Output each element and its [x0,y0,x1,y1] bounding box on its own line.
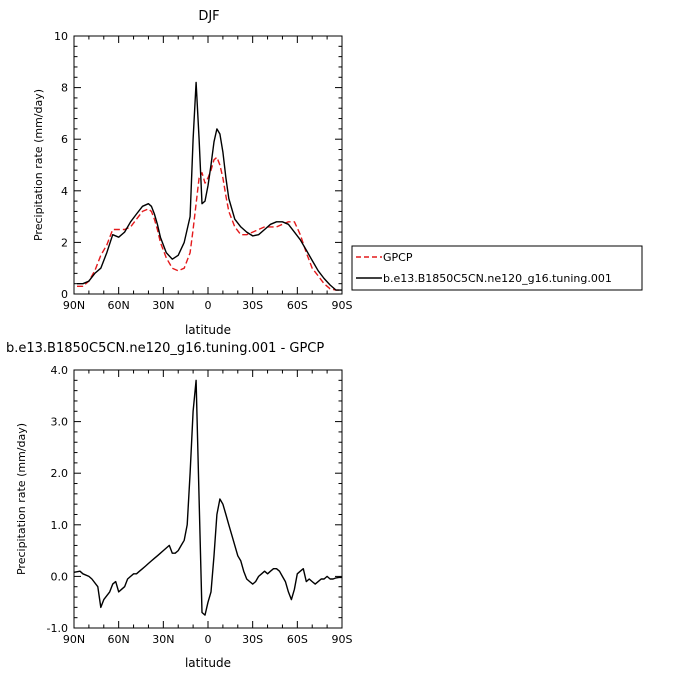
x-tick-label: 90N [63,633,85,646]
x-tick-label: 60N [108,299,130,312]
x-tick-label: 60N [108,633,130,646]
panel-2-plot-frame [73,369,343,629]
y-tick-label: 3.0 [51,416,69,429]
x-tick-label: 60S [287,299,308,312]
x-tick-label: 90S [332,633,353,646]
x-tick-label: 30S [242,633,263,646]
panel-2-series [73,379,342,616]
panel-1-series [77,81,342,291]
legend: GPCP b.e13.B1850C5CN.ne120_g16.tuning.00… [351,245,643,291]
series-line-model [77,81,342,291]
panel-1-y-axis: 0 2 4 6 8 10 [54,30,342,301]
panel-1-x-axis: 90N 60N 30N 0 30S 60S 90S [63,36,353,312]
panel-difference: b.e13.B1850C5CN.ne120_g16.tuning.001 - G… [6,341,353,670]
panel-2-x-axis: 90N 60N 30N 0 30S 60S 90S [63,370,353,646]
x-tick-label: 30N [152,299,174,312]
y-tick-label: 1.0 [51,519,69,532]
panel-1-y-axis-title: Precipitation rate (mm/day) [32,89,45,241]
y-tick-label: 6 [61,133,68,146]
panel-1-x-axis-title: latitude [185,323,231,337]
y-tick-label: 4 [61,185,68,198]
panel-1-plot-frame [73,35,343,295]
y-tick-label: 8 [61,82,68,95]
panel-1-title: DJF [198,9,219,24]
x-tick-label: 90S [332,299,353,312]
panel-2-y-axis-title: Precipitation rate (mm/day) [15,423,28,575]
y-tick-label: 4.0 [51,364,69,377]
y-tick-label: 0.0 [51,570,69,583]
x-tick-label: 30S [242,299,263,312]
y-tick-label: 2 [61,236,68,249]
y-tick-label: 0 [61,288,68,301]
legend-label-gpcp: GPCP [383,251,413,264]
x-tick-label: 0 [205,633,212,646]
panel-2-x-axis-title: latitude [185,656,231,670]
series-line-gpcp [77,156,342,291]
y-tick-label: 10 [54,30,68,43]
panel-djf-climatology: DJF 0 2 4 6 8 10 90N 60N 30N 0 30S 60S 90S latitude… [32,9,353,337]
y-tick-label: 2.0 [51,467,69,480]
x-tick-label: 30N [152,633,174,646]
legend-box [351,245,643,291]
y-tick-label: -1.0 [47,622,68,635]
x-tick-label: 0 [205,299,212,312]
panel-2-title: b.e13.B1850C5CN.ne120_g16.tuning.001 - G… [6,341,324,356]
x-tick-label: 90N [63,299,85,312]
panel-2-y-axis: -1.0 0.0 1.0 2.0 3.0 4.0 [47,364,342,635]
x-tick-label: 60S [287,633,308,646]
legend-label-model: b.e13.B1850C5CN.ne120_g16.tuning.001 [383,272,612,285]
series-line-model [73,379,342,616]
